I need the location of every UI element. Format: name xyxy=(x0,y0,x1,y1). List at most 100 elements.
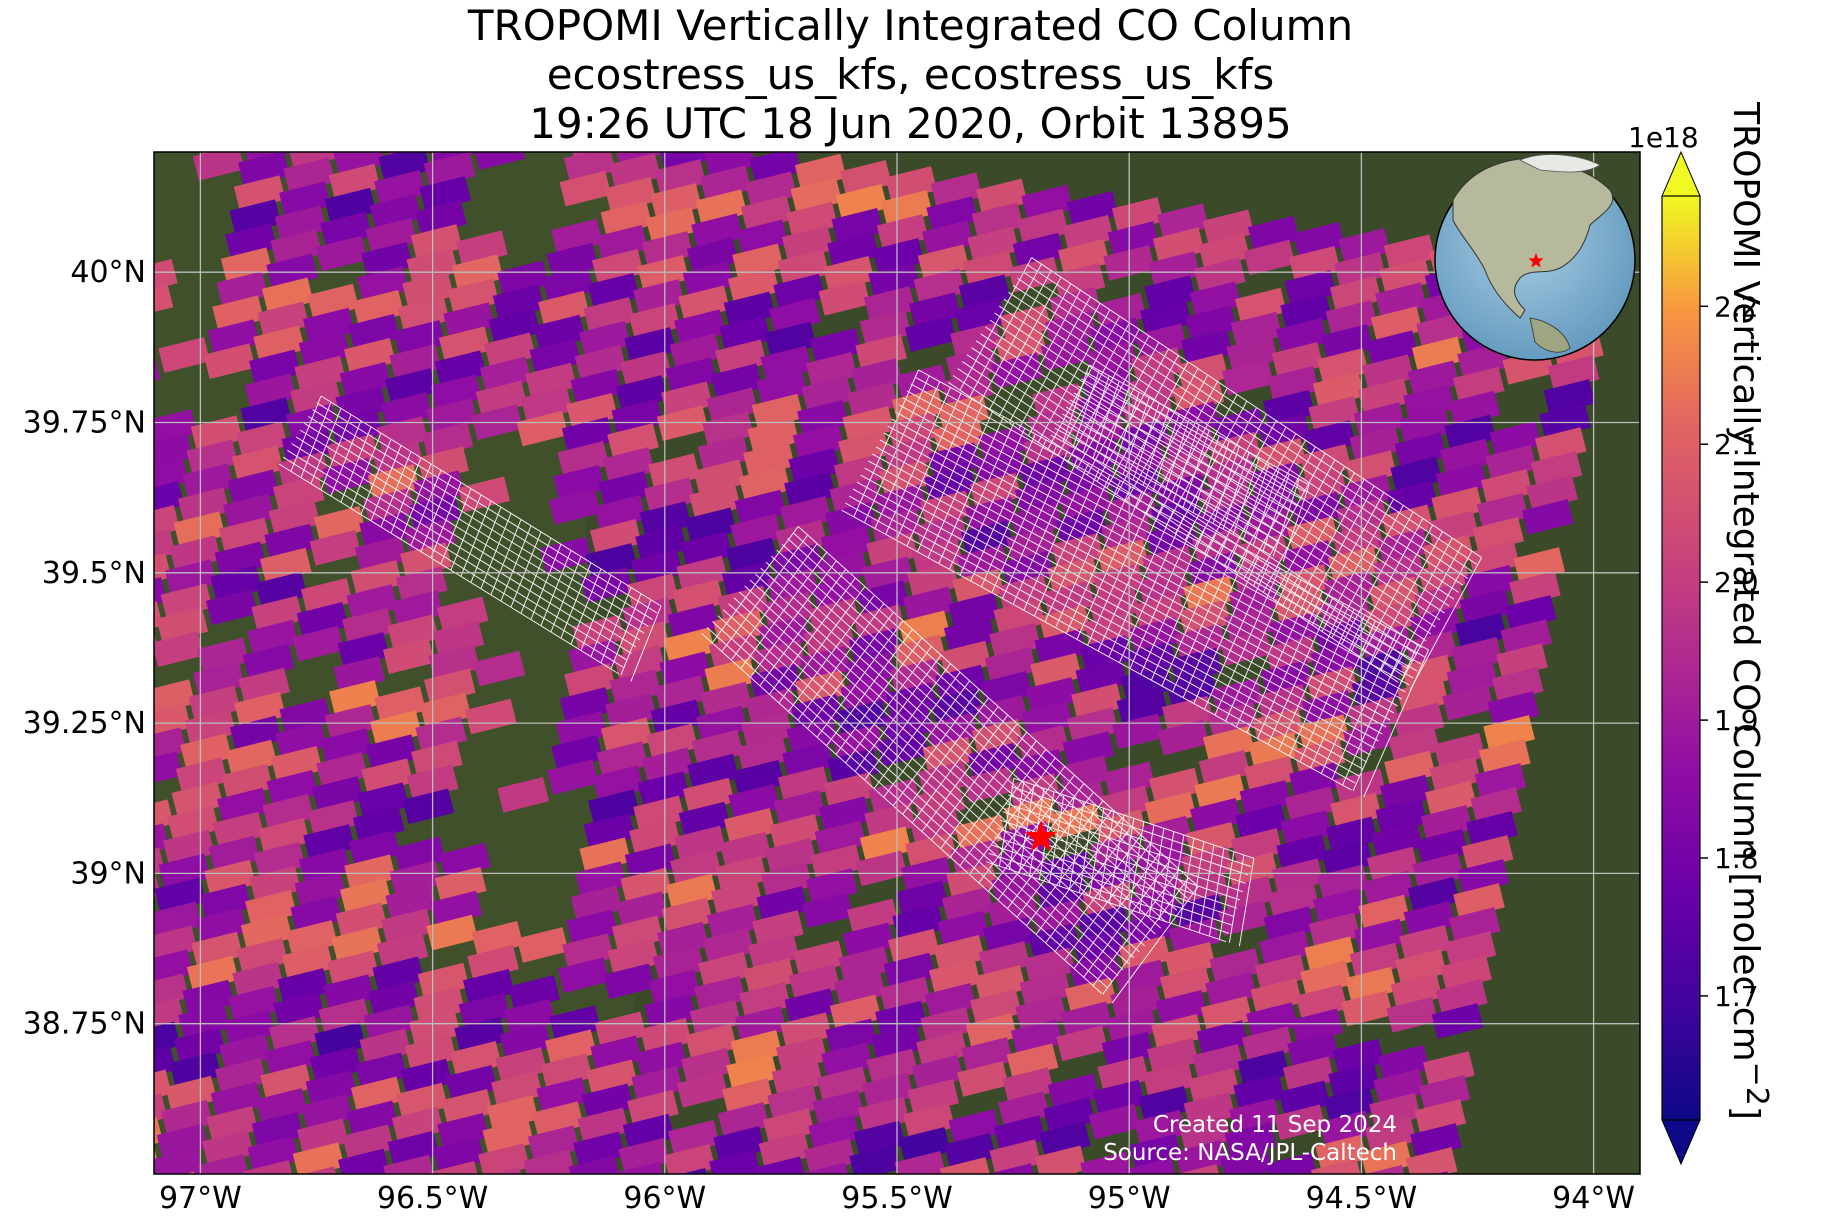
co-pixel xyxy=(205,589,258,626)
map-gridlines xyxy=(154,152,1640,1174)
colorbar-extend-min xyxy=(1661,1119,1701,1166)
co-pixel xyxy=(1088,1103,1141,1140)
latitude-tick-label: 38.75°N xyxy=(23,1007,146,1042)
co-pixel xyxy=(154,282,174,319)
colorbar-frame xyxy=(1661,195,1701,1121)
co-pixel xyxy=(1222,359,1274,396)
map-frame xyxy=(153,151,1641,1175)
longitude-tick-label: 95°W xyxy=(1088,1181,1171,1216)
co-pixel xyxy=(96,943,148,979)
co-pixel xyxy=(83,499,135,535)
co-pixel xyxy=(1170,1164,1223,1174)
credit-source: Source: NASA/JPL-Caltech xyxy=(1103,1140,1397,1166)
longitude-tick-label: 96.5°W xyxy=(377,1181,488,1216)
co-pixel xyxy=(154,751,183,787)
ecostress-footprint xyxy=(1050,364,1310,562)
co-pixel xyxy=(106,109,158,145)
co-pixel xyxy=(565,1180,617,1216)
co-pixel xyxy=(516,410,569,447)
co-pixel xyxy=(77,793,129,829)
co-pixel xyxy=(519,1173,571,1174)
co-pixel xyxy=(1030,1169,1083,1174)
inset-globe xyxy=(1434,154,1636,361)
co-pixel xyxy=(432,104,484,140)
longitude-tick-label: 96°W xyxy=(623,1181,706,1216)
co-pixel xyxy=(154,895,157,931)
co-pixel xyxy=(559,170,612,207)
figure-subtitle-time-orbit: 19:26 UTC 18 Jun 2020, Orbit 13895 xyxy=(529,99,1292,148)
co-pixel xyxy=(1056,1025,1108,1062)
colorbar-tick-label: 1.8 xyxy=(1714,842,1759,875)
longitude-tick-label: 94.5°W xyxy=(1306,1181,1417,1216)
co-pixel xyxy=(548,488,601,525)
co-pixel xyxy=(1274,1104,1326,1141)
co-pixel xyxy=(981,1187,1033,1223)
co-pixel xyxy=(523,1149,576,1174)
co-pixel xyxy=(939,1157,992,1174)
ecostress-footprint xyxy=(278,395,662,682)
colorbar-tick-label: 2.1 xyxy=(1714,428,1759,461)
longitude-tick-label: 95.5°W xyxy=(841,1181,952,1216)
co-pixel xyxy=(92,967,144,1003)
colorbar-tick-label: 1.9 xyxy=(1714,704,1759,737)
co-pixel xyxy=(818,279,871,316)
co-pixel xyxy=(603,963,655,1000)
co-pixel xyxy=(154,354,161,391)
co-pixel xyxy=(239,1184,291,1220)
latitude-tick-label: 39.5°N xyxy=(42,556,146,591)
co-pixel xyxy=(614,1161,666,1174)
colorbar-ticks: 1.7 1.8 1.9 2.0 2.1 2.2 xyxy=(1700,290,1759,1013)
colorbar-label: TROPOMI Vertically Integrated CO Column … xyxy=(1725,102,1774,1120)
longitude-tick-label: 94°W xyxy=(1552,1181,1635,1216)
co-pixel xyxy=(337,1148,390,1174)
latitude-tick-label: 40°N xyxy=(70,255,146,290)
co-pixel xyxy=(315,235,368,272)
co-pixel xyxy=(497,776,550,813)
co-pixel xyxy=(309,529,362,566)
co-pixel xyxy=(546,759,599,795)
co-pixel xyxy=(1310,1158,1363,1174)
colorbar-exponent: 1e18 xyxy=(1628,121,1699,154)
globe-site-star-icon xyxy=(1528,253,1544,268)
globe-greenland xyxy=(1519,154,1601,173)
co-pixel xyxy=(154,1165,155,1174)
colorbar: 1.7 1.8 1.9 2.0 2.1 2.2 xyxy=(1661,150,1759,1166)
co-pixel xyxy=(98,673,150,709)
co-pixel xyxy=(92,451,144,487)
co-pixel xyxy=(904,316,957,352)
co-pixel xyxy=(1243,239,1296,276)
colorbar-extend-max xyxy=(1661,150,1701,197)
co-pixel xyxy=(197,1153,250,1174)
co-pixel xyxy=(292,110,344,146)
co-pixel xyxy=(557,957,610,993)
co-pixel xyxy=(894,1150,947,1174)
co-pixel xyxy=(1125,1157,1178,1174)
co-pixel xyxy=(473,650,526,687)
co-pixel xyxy=(1442,684,1494,721)
co-pixel xyxy=(81,769,133,805)
co-pixel xyxy=(985,1163,1037,1174)
globe-south-america xyxy=(1529,317,1571,353)
co-pixel xyxy=(383,1154,435,1174)
co-pixel xyxy=(750,1180,802,1216)
colorbar-tick-label: 2.2 xyxy=(1714,290,1759,323)
co-pixel xyxy=(247,103,299,139)
co-pixel xyxy=(855,850,908,887)
co-pixel xyxy=(192,152,245,181)
site-star-marker xyxy=(1024,820,1058,852)
co-pixel xyxy=(100,919,152,955)
co-pixel xyxy=(849,1144,901,1174)
co-pixel xyxy=(799,1162,852,1174)
co-pixel xyxy=(1080,1151,1132,1174)
co-pixel xyxy=(957,1061,1009,1097)
co-pixel xyxy=(203,343,256,379)
figure-title: TROPOMI Vertically Integrated CO Column xyxy=(467,1,1354,50)
co-pixel xyxy=(98,1190,150,1223)
co-pixel xyxy=(154,1141,159,1174)
co-pixel xyxy=(154,1147,205,1174)
co-pixel xyxy=(292,625,345,662)
co-pixel xyxy=(402,788,455,825)
co-pixel xyxy=(382,638,435,674)
co-pixel xyxy=(522,152,575,153)
